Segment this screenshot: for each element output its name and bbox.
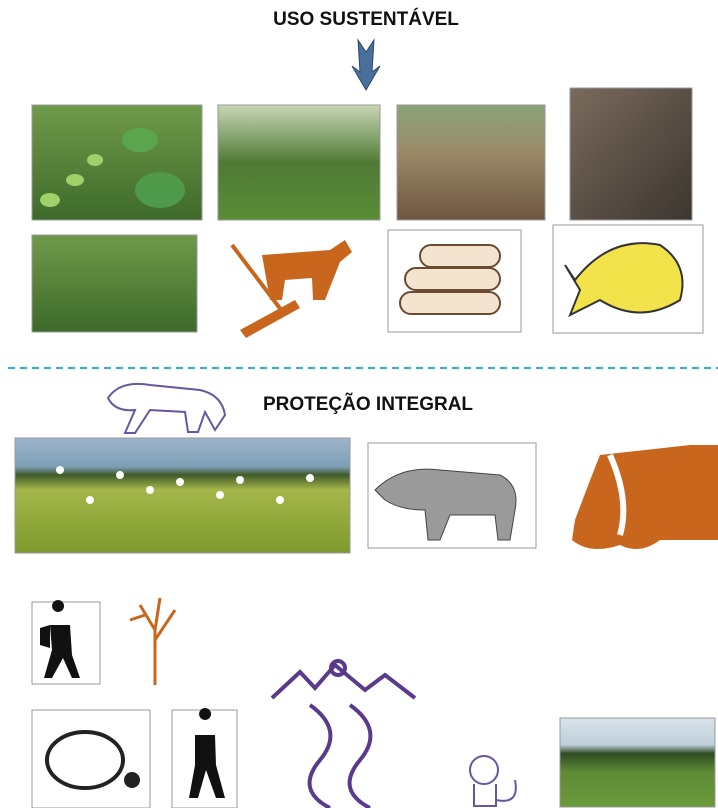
- icon-tree: [130, 598, 175, 685]
- turtle-head: [124, 772, 140, 788]
- icon-waterfall: [572, 445, 718, 549]
- photo-harvest: [570, 88, 692, 220]
- icon-monkey: [470, 756, 516, 806]
- arrow: [352, 40, 380, 90]
- icon-jaguar: [108, 384, 225, 433]
- section-title: PROTEÇÃO INTEGRAL: [263, 393, 473, 415]
- photo-agroforest: [218, 105, 380, 220]
- icon-rake-cow: [232, 240, 352, 338]
- infographic: USO SUSTENTÁVEL PROTEÇÃO INTEGRAL: [0, 0, 718, 808]
- photo-wetland: [15, 438, 350, 553]
- photo-savanna: [560, 718, 715, 807]
- photo-fishing: [397, 105, 545, 220]
- photo-planting: [32, 235, 197, 332]
- section-title: USO SUSTENTÁVEL: [273, 8, 459, 30]
- turtle: [47, 732, 123, 788]
- icon-river-mountains: [272, 661, 415, 808]
